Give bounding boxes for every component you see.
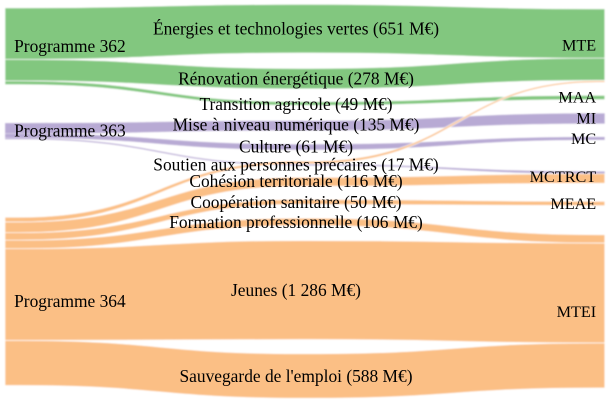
- svg-text:Énergies et technologies verte: Énergies et technologies vertes (651 M€): [153, 18, 439, 38]
- svg-text:Coopération sanitaire (50 M€): Coopération sanitaire (50 M€): [190, 192, 401, 212]
- svg-text:MCTRCT: MCTRCT: [530, 168, 597, 186]
- svg-text:Programme 364: Programme 364: [14, 291, 126, 311]
- svg-text:MEAE: MEAE: [550, 195, 596, 213]
- svg-text:MTE: MTE: [562, 37, 596, 55]
- svg-text:Sauvegarde de l'emploi (588 M€: Sauvegarde de l'emploi (588 M€): [179, 366, 412, 386]
- svg-text:Transition agricole (49 M€): Transition agricole (49 M€): [199, 94, 392, 114]
- svg-text:Programme 363: Programme 363: [14, 121, 126, 141]
- svg-text:Mise à niveau numérique (135 M: Mise à niveau numérique (135 M€): [173, 114, 420, 134]
- svg-text:MTEI: MTEI: [557, 303, 597, 321]
- svg-text:Programme 362: Programme 362: [14, 36, 126, 56]
- svg-text:Cohésion territoriale (116 M€): Cohésion territoriale (116 M€): [189, 171, 403, 191]
- svg-text:Jeunes (1 286 M€): Jeunes (1 286 M€): [231, 280, 361, 300]
- svg-text:Soutien aux personnes précaire: Soutien aux personnes précaires (17 M€): [153, 154, 439, 174]
- svg-text:Rénovation énergétique (278 M€: Rénovation énergétique (278 M€): [178, 68, 414, 88]
- svg-text:MC: MC: [571, 130, 596, 148]
- svg-text:MI: MI: [576, 109, 596, 127]
- svg-text:Culture (61 M€): Culture (61 M€): [239, 136, 353, 156]
- svg-text:MAA: MAA: [558, 89, 596, 107]
- svg-text:Formation professionnelle (106: Formation professionnelle (106 M€): [169, 212, 423, 232]
